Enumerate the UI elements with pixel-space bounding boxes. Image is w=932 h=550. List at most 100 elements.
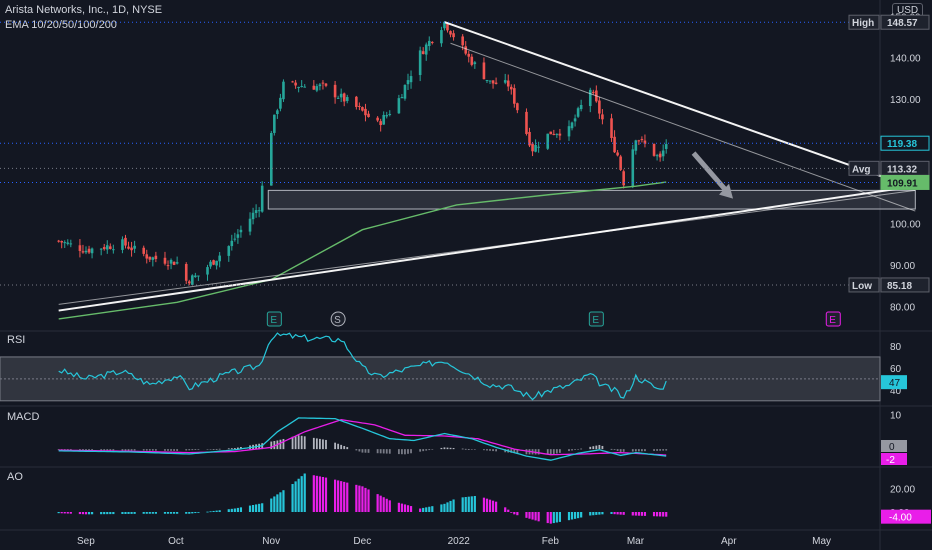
ao-bar bbox=[248, 505, 252, 512]
macd-histogram-bar bbox=[464, 448, 467, 450]
price-tick-label: 100.00 bbox=[890, 220, 921, 231]
candle-body bbox=[124, 237, 127, 246]
macd-histogram-bar bbox=[273, 441, 276, 450]
time-axis-label: Feb bbox=[542, 536, 560, 547]
macd-histogram-bar bbox=[154, 449, 157, 451]
candle-body bbox=[658, 153, 662, 158]
price-axis-tag bbox=[880, 174, 930, 190]
candle-body bbox=[312, 85, 316, 90]
candle-body bbox=[637, 140, 641, 142]
macd-histogram-bar bbox=[188, 449, 191, 451]
ao-bar bbox=[443, 503, 446, 512]
candle-body bbox=[191, 275, 194, 285]
macd-histogram-bar bbox=[516, 449, 519, 454]
candle-body bbox=[300, 86, 303, 88]
ao-bar bbox=[297, 478, 300, 512]
ao-bar bbox=[376, 494, 379, 512]
candle-body bbox=[537, 146, 540, 148]
candle-body bbox=[121, 239, 124, 250]
ao-bar bbox=[622, 512, 625, 515]
macd-histogram-bar bbox=[407, 449, 409, 454]
macd-histogram-bar bbox=[79, 449, 81, 451]
macd-histogram-bar bbox=[197, 449, 200, 450]
macd-histogram-bar bbox=[103, 449, 106, 451]
macd-histogram-bar bbox=[461, 448, 464, 450]
candle-body bbox=[87, 248, 91, 253]
macd-histogram-bar bbox=[343, 445, 346, 450]
ao-bar bbox=[133, 512, 136, 514]
candle-body bbox=[69, 243, 73, 245]
ao-bar bbox=[440, 504, 443, 512]
macd-histogram-bar bbox=[300, 435, 303, 450]
price-tick-label: 140.00 bbox=[890, 54, 921, 65]
macd-histogram-bar bbox=[422, 449, 425, 452]
macd-histogram-bar bbox=[191, 449, 194, 451]
macd-histogram-bar bbox=[431, 449, 434, 450]
candle-body bbox=[652, 143, 656, 156]
rsi-last-value: 47 bbox=[889, 378, 901, 389]
candle-body bbox=[388, 113, 392, 115]
chart-title: Arista Networks, Inc., 1D, NYSE bbox=[5, 4, 163, 16]
macd-histogram-bar bbox=[218, 448, 221, 450]
signal-last-value: -2 bbox=[886, 455, 895, 466]
candle-body bbox=[260, 185, 264, 212]
macd-histogram-bar bbox=[483, 449, 485, 451]
ao-last-tag bbox=[881, 509, 931, 524]
candle-body bbox=[291, 81, 294, 83]
ao-bar bbox=[333, 479, 337, 512]
macd-histogram-bar bbox=[69, 449, 72, 451]
ao-bar bbox=[616, 512, 619, 515]
macd-histogram-bar bbox=[133, 449, 136, 451]
time-axis-label: Mar bbox=[627, 536, 645, 547]
ao-bar bbox=[185, 512, 188, 514]
candle-body bbox=[127, 246, 130, 249]
rsi-pane-label: RSI bbox=[7, 334, 26, 346]
macd-histogram-bar bbox=[82, 449, 84, 451]
ao-bar bbox=[151, 512, 154, 514]
macd-histogram-bar bbox=[601, 445, 604, 450]
ao-bar bbox=[236, 507, 239, 512]
macd-histogram-bar bbox=[537, 449, 540, 455]
ao-bar bbox=[258, 503, 261, 512]
macd-histogram-bar bbox=[367, 449, 370, 453]
candle-body bbox=[634, 140, 638, 151]
macd-histogram-bar bbox=[574, 449, 576, 450]
macd-line bbox=[58, 417, 667, 461]
candle-body bbox=[619, 156, 622, 170]
ao-bar bbox=[570, 512, 574, 520]
event-marker-label: E bbox=[829, 315, 836, 326]
ao-bar bbox=[124, 512, 127, 514]
ao-bar bbox=[494, 501, 498, 512]
ao-bar bbox=[403, 504, 407, 512]
ao-bar bbox=[188, 512, 191, 514]
ao-bar bbox=[552, 512, 555, 524]
candle-body bbox=[640, 139, 644, 141]
candle-body bbox=[194, 275, 197, 278]
candle-body bbox=[109, 246, 112, 249]
candle-body bbox=[102, 247, 106, 250]
ao-bar bbox=[364, 487, 367, 512]
candle-body bbox=[601, 114, 604, 120]
ao-bar bbox=[510, 512, 513, 513]
macd-histogram-bar bbox=[610, 448, 613, 450]
ao-bar bbox=[166, 512, 170, 514]
macd-histogram-bar bbox=[662, 449, 665, 451]
candle-body bbox=[622, 171, 625, 186]
ao-bar bbox=[637, 512, 640, 516]
candle-body bbox=[516, 103, 519, 111]
ao-bar bbox=[558, 512, 561, 522]
macd-histogram-bar bbox=[185, 449, 188, 451]
macd-histogram-bar bbox=[227, 448, 230, 450]
ao-bar bbox=[662, 512, 665, 517]
ao-bar bbox=[358, 485, 361, 512]
macd-histogram-bar bbox=[382, 449, 385, 454]
ao-bar bbox=[655, 512, 659, 517]
rsi-tick-label: 40 bbox=[890, 386, 902, 397]
ao-bar bbox=[109, 512, 112, 515]
macd-histogram-bar bbox=[552, 449, 555, 455]
macd-histogram-bar bbox=[641, 449, 643, 452]
ao-bar bbox=[488, 499, 492, 512]
candle-body bbox=[248, 218, 252, 232]
ao-bar bbox=[324, 477, 328, 512]
